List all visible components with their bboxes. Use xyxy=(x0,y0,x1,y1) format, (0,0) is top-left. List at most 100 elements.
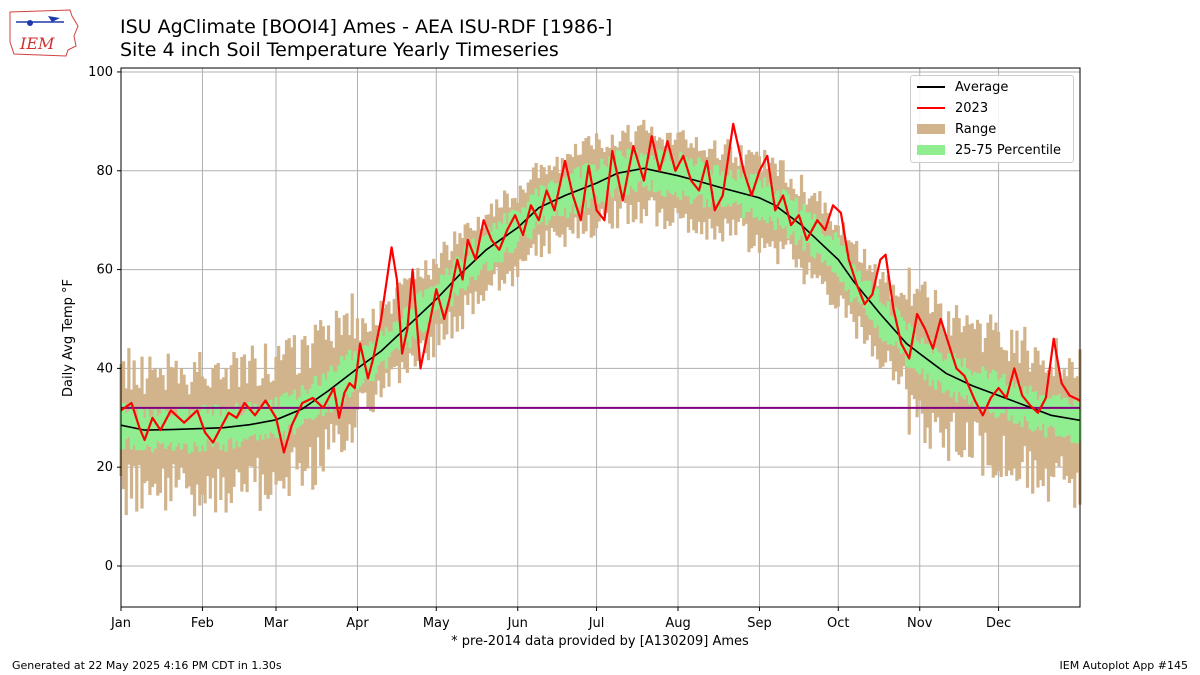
percentile-bar xyxy=(760,187,764,217)
percentile-bar xyxy=(770,184,775,221)
percentile-bar xyxy=(960,367,964,397)
percentile-bar xyxy=(904,330,909,367)
average-line xyxy=(120,167,1081,431)
x-tick-label: Nov xyxy=(907,616,933,631)
percentile-bar xyxy=(216,405,220,443)
percentile-bar xyxy=(263,403,268,434)
percentile-bar xyxy=(815,222,819,253)
percentile-bar xyxy=(1065,397,1069,436)
percentile-bar xyxy=(256,411,260,441)
percentile-bar xyxy=(975,373,980,407)
percentile-bar xyxy=(747,180,751,212)
percentile-bar xyxy=(558,185,562,216)
percentile-bar xyxy=(316,385,320,415)
percentile-bar xyxy=(403,307,407,348)
percentile-bar xyxy=(395,321,399,348)
percentile-bar xyxy=(250,410,254,436)
legend: Average 2023 Range 25-75 Percentile xyxy=(910,75,1074,163)
percentile-bar xyxy=(227,407,231,440)
percentile-bar xyxy=(539,185,543,223)
percentile-bar xyxy=(481,236,486,265)
y-axis-label: Daily Avg Temp °F xyxy=(61,279,76,397)
percentile-bar xyxy=(1012,388,1016,424)
percentile-bar xyxy=(418,290,423,330)
percentile-bar xyxy=(439,274,444,319)
percentile-bar xyxy=(931,353,935,380)
percentile-bar xyxy=(442,275,446,310)
range-bar xyxy=(1004,350,1009,477)
percentile-bar xyxy=(765,186,769,224)
percentile-bar xyxy=(592,164,596,200)
percentile-bar xyxy=(684,156,688,196)
percentile-bar xyxy=(1075,402,1079,444)
percentile-bar xyxy=(466,256,470,287)
percentile-bar xyxy=(245,406,249,440)
percentile-bar xyxy=(489,231,494,270)
percentile-bar xyxy=(665,152,670,191)
range-bar xyxy=(316,330,320,438)
percentile-bar xyxy=(537,196,541,225)
percentile-bar xyxy=(229,408,233,438)
y-tick-label: 0 xyxy=(105,559,113,574)
range-bar xyxy=(227,389,231,494)
percentile-bar xyxy=(878,302,882,338)
percentile-bar xyxy=(736,169,741,206)
percentile-bar xyxy=(1041,394,1045,424)
percentile-bar xyxy=(660,150,664,196)
percentile-bar xyxy=(807,212,811,244)
percentile-bar xyxy=(384,327,388,369)
percentile-bar xyxy=(621,156,625,194)
x-tick-label: Jun xyxy=(507,616,528,631)
percentile-bar xyxy=(474,248,478,281)
legend-item-range: Range xyxy=(917,121,996,137)
percentile-bar xyxy=(447,275,452,302)
percentile-bar xyxy=(416,293,420,337)
percentile-bar xyxy=(920,337,924,369)
y-tick-label: 100 xyxy=(88,65,113,80)
percentile-bar xyxy=(697,157,701,195)
percentile-bar xyxy=(831,240,835,273)
percentile-bar xyxy=(1015,383,1019,424)
percentile-bar xyxy=(342,359,346,401)
percentile-bar xyxy=(234,402,239,441)
percentile-bar xyxy=(613,163,617,190)
y-tick-label: 60 xyxy=(96,263,113,278)
iem-logo[interactable]: IEM xyxy=(8,6,80,60)
percentile-bar xyxy=(899,316,903,354)
percentile-bar xyxy=(999,377,1003,414)
range-bar xyxy=(250,345,254,467)
percentile-bar xyxy=(952,353,956,392)
percentile-bar xyxy=(820,234,825,263)
percentile-bar xyxy=(206,413,210,439)
legend-label-percentile: 25-75 Percentile xyxy=(955,142,1062,158)
percentile-bar xyxy=(629,149,633,186)
percentile-bar xyxy=(749,174,754,208)
legend-item-percentile: 25-75 Percentile xyxy=(917,142,1061,158)
percentile-bar xyxy=(529,194,533,240)
percentile-bar xyxy=(179,406,184,450)
percentile-bar xyxy=(1010,380,1014,416)
percentile-bar xyxy=(944,359,948,391)
range-bar xyxy=(258,385,262,511)
percentile-bar xyxy=(996,380,1001,417)
percentile-bar xyxy=(547,182,551,221)
percentile-bar xyxy=(497,221,501,263)
percentile-bar xyxy=(671,155,675,196)
percentile-bar xyxy=(277,406,281,439)
percentile-bar xyxy=(411,309,415,337)
percentile-bar xyxy=(1070,406,1074,443)
percentile-bar xyxy=(739,177,743,204)
percentile-bar xyxy=(810,219,814,257)
percentile-bar xyxy=(647,159,651,191)
percentile-bar xyxy=(797,213,801,241)
percentile-bar xyxy=(742,172,746,219)
percentile-bar xyxy=(468,247,473,277)
percentile-bar xyxy=(258,408,262,435)
percentile-bar xyxy=(421,297,425,333)
percentile-bar xyxy=(834,232,838,274)
chart-title: ISU AgClimate [BOOI4] Ames - AEA ISU-RDF… xyxy=(120,16,613,38)
percentile-bar xyxy=(408,308,412,349)
percentile-bar xyxy=(248,402,252,437)
percentile-bar xyxy=(392,322,396,350)
percentile-bar xyxy=(673,164,677,192)
